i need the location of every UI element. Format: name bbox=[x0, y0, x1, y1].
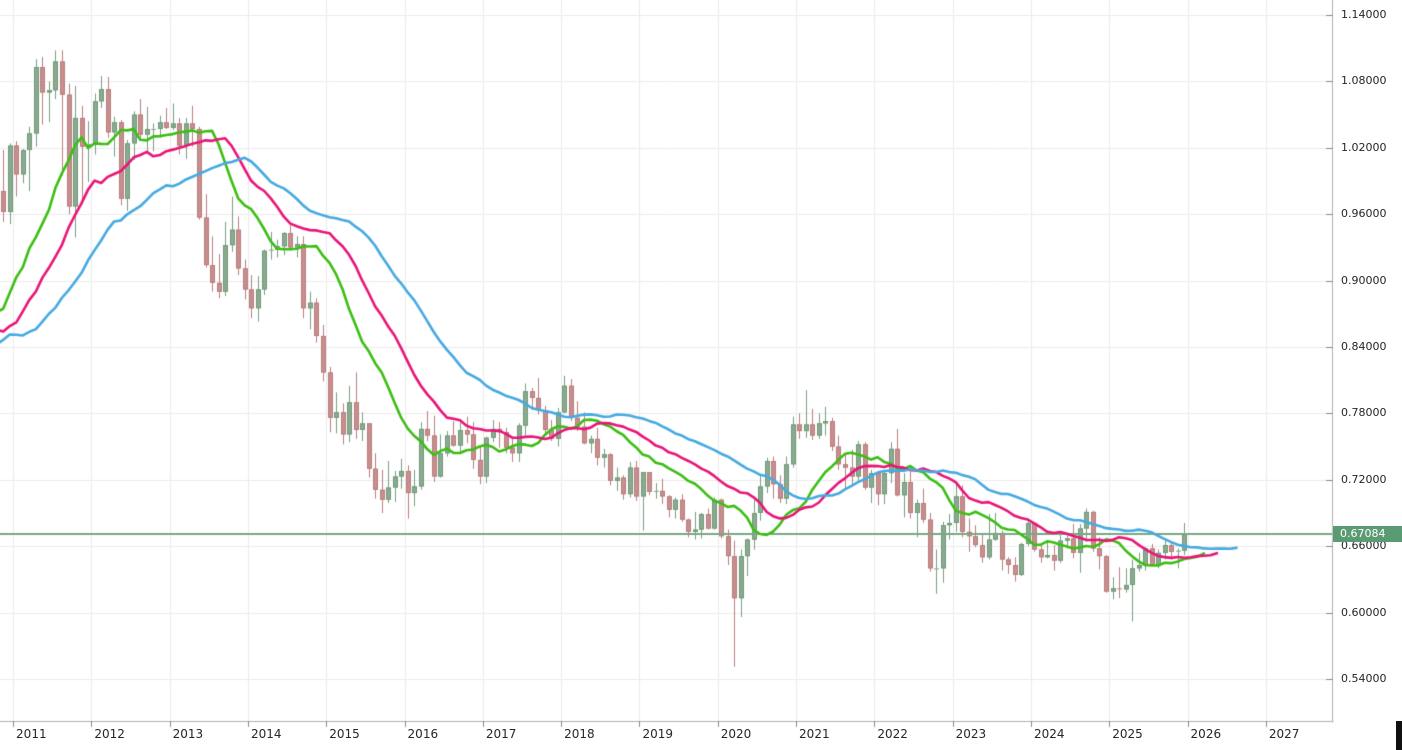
price-axis-label: 0.96000 bbox=[1341, 207, 1387, 221]
time-axis-label: 2023 bbox=[955, 727, 987, 741]
price-axis-label: 0.54000 bbox=[1341, 672, 1387, 685]
time-axis-label: 2018 bbox=[564, 727, 595, 741]
time-axis-label: 2024 bbox=[1033, 727, 1065, 741]
price-axis-label: 0.84000 bbox=[1341, 340, 1387, 353]
time-axis-label: 2027 bbox=[1268, 727, 1300, 741]
time-axis-label: 2016 bbox=[407, 727, 439, 741]
time-axis-label: 2011 bbox=[16, 727, 47, 741]
price-axis-label: 0.60000 bbox=[1341, 605, 1387, 619]
time-axis[interactable]: 2011 2012 2013 2014 2015 2016 2017 2018 2019 2020… bbox=[0, 722, 1333, 750]
time-axis-label: 2015 bbox=[329, 727, 360, 741]
price-axis-label: 0.66000 bbox=[1341, 539, 1387, 553]
price-axis-label: 0.90000 bbox=[1341, 273, 1387, 287]
time-axis-label: 2022 bbox=[877, 727, 908, 741]
time-axis-label: 2013 bbox=[172, 727, 204, 741]
scrollbar-fragment[interactable] bbox=[1396, 721, 1402, 750]
time-axis-label: 2026 bbox=[1190, 727, 1222, 741]
time-axis-label: 2019 bbox=[642, 727, 673, 741]
current-price-badge: 0.67084 bbox=[1333, 526, 1402, 542]
time-axis-label: 2014 bbox=[250, 727, 282, 741]
time-axis-label: 2012 bbox=[94, 727, 125, 741]
time-axis-label: 2025 bbox=[1112, 727, 1143, 741]
time-axis-label: 2017 bbox=[485, 727, 517, 741]
price-axis-label: 1.14000 bbox=[1341, 8, 1387, 21]
price-axis-label: 1.02000 bbox=[1341, 140, 1387, 154]
time-axis-label: 2021 bbox=[799, 727, 830, 741]
price-axis-label: 0.72000 bbox=[1341, 472, 1387, 486]
price-axis[interactable]: 1.14000 1.08000 1.02000 0.96000 0.90000 0.840… bbox=[1333, 0, 1402, 722]
price-axis-label: 1.08000 bbox=[1341, 74, 1387, 88]
time-axis-label: 2020 bbox=[720, 727, 752, 741]
price-axis-label: 0.78000 bbox=[1341, 406, 1387, 420]
